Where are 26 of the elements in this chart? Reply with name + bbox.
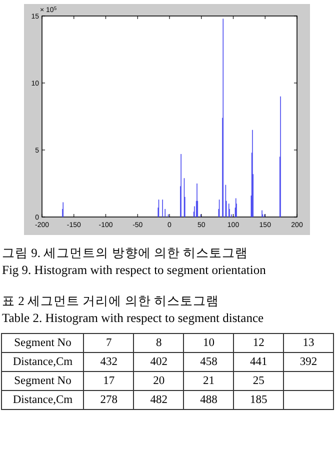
text: 20 — [134, 372, 184, 390]
text: 17 — [84, 372, 134, 390]
text: Distance,Cm — [2, 390, 84, 410]
caption: Fig 9. Histogram with respect to segment orientation — [1, 262, 267, 279]
text: 432 — [84, 352, 134, 372]
text: Distance,Cm — [2, 352, 84, 372]
text: 392 — [284, 352, 334, 372]
text: 10 — [184, 334, 234, 352]
text: 441 — [234, 352, 284, 372]
text: 488 — [184, 390, 234, 410]
caption: 그림 9. 세그먼트의 방향에 의한 히스토그램 — [1, 245, 249, 262]
text: Segment No — [2, 372, 84, 390]
text: 21 — [184, 372, 234, 390]
text: 12 — [234, 334, 284, 352]
text: Segment No — [2, 334, 84, 352]
text: 표 2 세그먼트 거리에 의한 히스토그램 — [1, 293, 220, 310]
text: 25 — [234, 372, 284, 390]
text: 482 — [134, 390, 184, 410]
text: 13 — [284, 334, 334, 352]
text: 8 — [134, 334, 184, 352]
text: 7 — [84, 334, 134, 352]
text: Table 2. Histogram with respect to segment distance — [1, 310, 265, 327]
text: 185 — [234, 390, 284, 410]
text: 278 — [84, 390, 134, 410]
text: 458 — [184, 352, 234, 372]
text: 402 — [134, 352, 184, 372]
